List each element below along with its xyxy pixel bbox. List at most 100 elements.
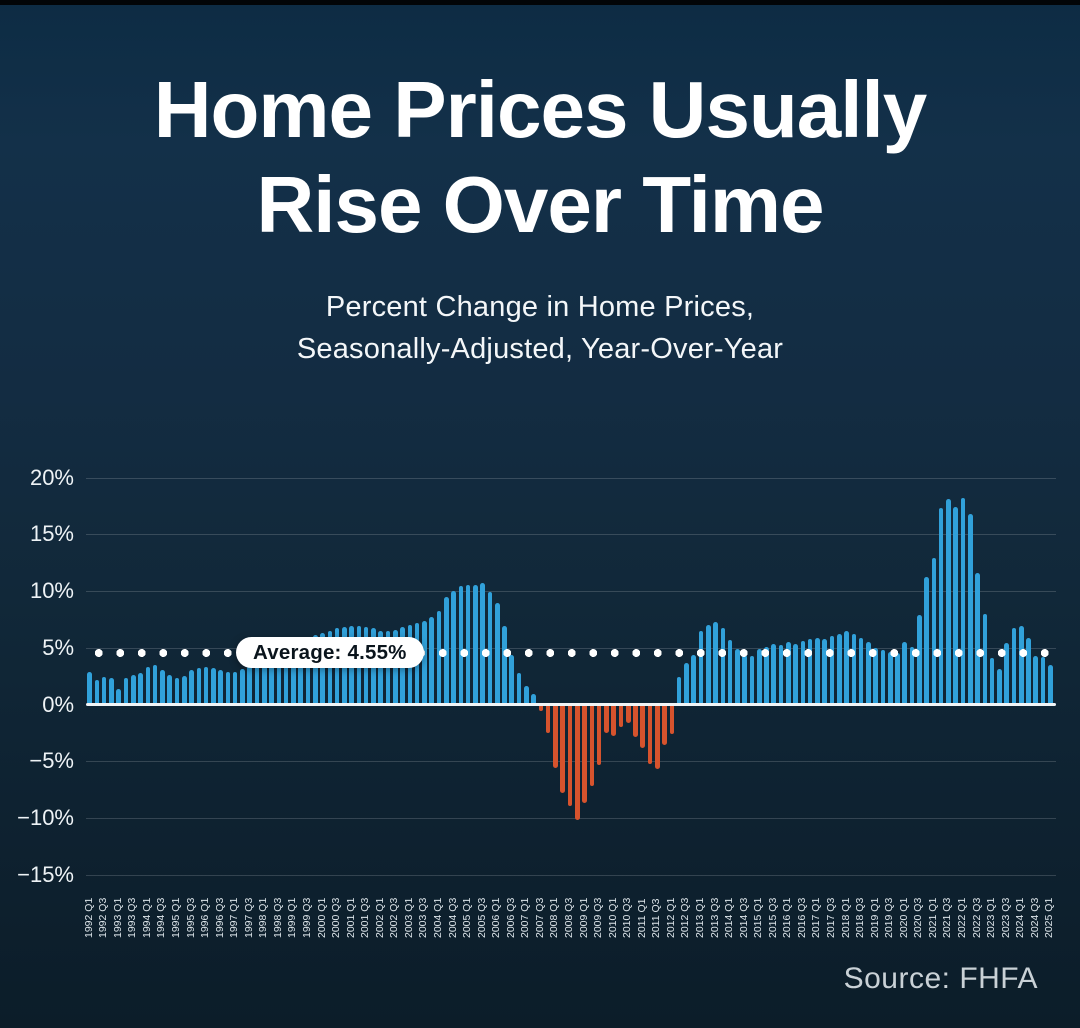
gridline xyxy=(86,534,1056,536)
chart-bar xyxy=(254,662,260,705)
chart-bar xyxy=(713,621,718,705)
chart-bar xyxy=(181,676,187,705)
chart-bar xyxy=(793,644,798,705)
chart-bar xyxy=(815,637,820,705)
chart-bar xyxy=(764,646,769,705)
chart-bar xyxy=(131,674,136,705)
source-text: Source: FHFA xyxy=(843,962,1038,995)
gridline xyxy=(86,647,1056,649)
x-tick-label: 2009 Q1 xyxy=(577,897,590,938)
chart-bar xyxy=(873,647,878,705)
chart-bar xyxy=(1018,626,1024,705)
chart-bar xyxy=(247,665,253,705)
chart-bar xyxy=(684,662,689,705)
average-badge: Average: 4.55% xyxy=(236,637,424,669)
chart-bar xyxy=(589,704,595,787)
x-tick-label: 2022 Q1 xyxy=(955,897,968,938)
chart-bar xyxy=(320,632,325,705)
chart-bar xyxy=(851,634,857,705)
chart-bar xyxy=(283,645,289,705)
chart-bar xyxy=(262,657,267,705)
chart-bar xyxy=(1033,655,1039,705)
chart-bar xyxy=(1048,664,1053,705)
chart-bar xyxy=(895,653,900,705)
x-tick-label: 2009 Q3 xyxy=(592,897,605,938)
x-tick-label: 1999 Q1 xyxy=(286,897,299,938)
chart-bar xyxy=(866,642,871,705)
x-tick-label: 2010 Q3 xyxy=(621,897,634,938)
x-tick-label: 2020 Q1 xyxy=(897,897,910,938)
x-tick-label: 1998 Q3 xyxy=(271,897,284,938)
chart-bar xyxy=(502,626,507,705)
chart-bar xyxy=(720,628,726,705)
chart-bar xyxy=(807,638,813,705)
chart-bar xyxy=(116,688,122,705)
zero-gridline xyxy=(86,703,1056,706)
chart-bar xyxy=(509,654,515,705)
chart-bar xyxy=(596,704,602,765)
average-dotted-line xyxy=(86,648,1056,657)
x-tick-label: 2012 Q1 xyxy=(664,897,677,938)
x-tick-label: 1994 Q3 xyxy=(155,897,168,938)
subtitle-line1: Percent Change in Home Prices, xyxy=(325,291,755,323)
chart-bar xyxy=(836,634,842,705)
chart-bar xyxy=(560,704,565,794)
x-tick-label: 2018 Q3 xyxy=(854,897,867,938)
x-tick-label: 2016 Q3 xyxy=(795,897,808,938)
x-tick-label: 2013 Q3 xyxy=(708,897,721,938)
subtitle: Percent Change in Home Prices, Seasonall… xyxy=(0,286,1080,370)
chart-bar xyxy=(218,670,223,705)
chart-bar xyxy=(101,677,107,705)
chart-bar xyxy=(240,669,245,705)
chart-bar xyxy=(676,677,682,705)
chart-bar xyxy=(938,508,944,705)
x-tick-label: 2008 Q1 xyxy=(548,897,561,938)
x-tick-label: 1997 Q1 xyxy=(228,897,241,938)
x-tick-label: 2001 Q1 xyxy=(344,897,357,938)
chart-bar xyxy=(312,635,318,705)
x-tick-label: 1998 Q1 xyxy=(257,897,270,938)
x-tick-label: 2025 Q1 xyxy=(1043,897,1056,938)
x-tick-label: 1994 Q1 xyxy=(140,897,153,938)
x-tick-label: 2006 Q1 xyxy=(490,897,503,938)
chart-bar xyxy=(931,558,937,705)
page-title: Home Prices Usually Rise Over Time xyxy=(0,62,1080,252)
chart-bar xyxy=(909,646,915,705)
x-tick-label: 1995 Q3 xyxy=(184,897,197,938)
chart-bar xyxy=(662,704,667,746)
subtitle-line2: Seasonally-Adjusted, Year-Over-Year xyxy=(296,333,784,365)
page-title-line1: Home Prices Usually xyxy=(153,65,927,154)
chart-bar xyxy=(174,678,180,705)
chart-bar xyxy=(451,591,456,705)
chart-bar xyxy=(196,668,202,705)
x-tick-label: 2001 Q3 xyxy=(359,897,372,938)
chart-bar xyxy=(880,650,886,705)
chart-bar xyxy=(1004,643,1009,705)
y-tick-label: 5% xyxy=(42,634,74,660)
x-tick-label: 2011 Q1 xyxy=(635,898,648,938)
chart-bar xyxy=(1040,656,1046,705)
chart-bar xyxy=(953,507,958,705)
y-tick-label: 20% xyxy=(29,464,74,490)
x-tick-label: 2003 Q3 xyxy=(417,897,430,938)
y-tick-label: −5% xyxy=(29,748,74,774)
x-tick-label: 1995 Q1 xyxy=(169,897,182,938)
chart-bar xyxy=(291,643,296,705)
x-tick-label: 2021 Q1 xyxy=(926,897,939,938)
chart-bar xyxy=(232,671,238,705)
x-tick-label: 2004 Q1 xyxy=(431,897,444,938)
y-tick-label: 0% xyxy=(42,691,74,717)
y-tick-label: −10% xyxy=(17,805,74,830)
chart-bar xyxy=(655,704,660,770)
chart-bar xyxy=(473,585,478,705)
x-tick-label: 2008 Q3 xyxy=(562,897,575,938)
gridline xyxy=(86,818,1056,819)
chart-bar xyxy=(298,640,303,705)
chart-bar xyxy=(225,671,231,705)
chart-bar xyxy=(567,704,573,806)
chart-bar xyxy=(902,642,908,705)
chart-bar xyxy=(305,637,311,705)
chart-bar xyxy=(691,654,696,705)
x-tick-label: 1997 Q3 xyxy=(242,897,255,938)
gridline xyxy=(86,874,1056,876)
